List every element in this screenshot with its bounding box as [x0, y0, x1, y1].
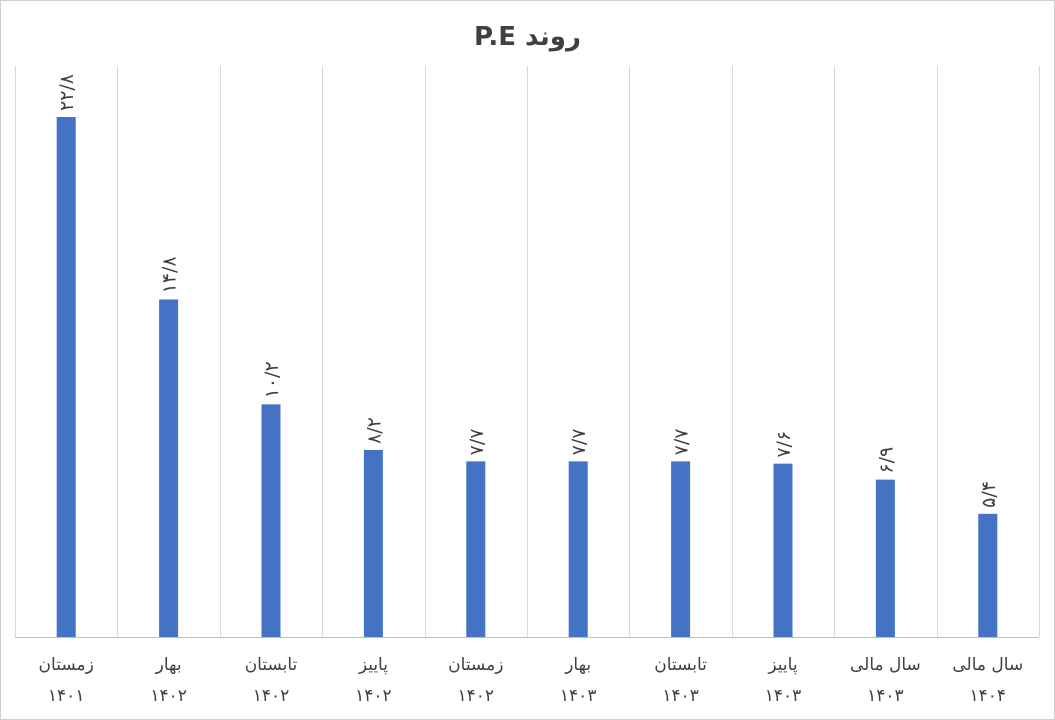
x-tick-label: تابستان: [654, 655, 707, 675]
bar: [773, 463, 793, 637]
bar: [261, 404, 281, 637]
bar: [466, 461, 486, 637]
bar: [875, 479, 895, 637]
x-tick-label-year: ۱۴۰۲: [150, 686, 187, 706]
bar: [363, 449, 383, 637]
data-label: ۱۰/۲: [261, 361, 283, 398]
x-tick-label-year: ۱۴۰۲: [253, 686, 290, 706]
data-label: ۸/۲: [363, 417, 385, 444]
data-label: ۲۲/۸: [56, 74, 78, 111]
x-tick-label: پاییز: [767, 655, 797, 675]
x-tick-label-year: ۱۴۰۲: [458, 686, 495, 706]
x-tick-label-year: ۱۴۰۳: [560, 686, 597, 706]
bar: [671, 461, 691, 637]
chart-title: روند P.E: [474, 22, 581, 52]
bar: [978, 513, 998, 637]
data-label: ۷/۷: [466, 429, 488, 456]
x-tick-label-year: ۱۴۰۳: [867, 686, 904, 706]
data-label: ۶/۹: [875, 447, 897, 474]
x-tick-label: سال مالی: [850, 655, 921, 675]
x-tick-label: زمستان: [39, 655, 94, 675]
x-tick-label: زمستان: [448, 655, 503, 675]
x-tick-label-year: ۱۴۰۱: [48, 686, 85, 706]
bar: [159, 299, 179, 637]
x-tick-label: پاییز: [358, 655, 388, 675]
bar: [56, 117, 76, 637]
x-tick-label: تابستان: [245, 655, 298, 675]
x-tick-label: بهار: [155, 655, 182, 675]
data-label: ۷/۶: [773, 431, 795, 458]
x-tick-label-year: ۱۴۰۲: [355, 686, 392, 706]
x-tick-label-year: ۱۴۰۳: [765, 686, 802, 706]
data-label: ۷/۷: [568, 429, 590, 456]
x-tick-label-year: ۱۴۰۳: [662, 686, 699, 706]
data-label: ۱۴/۸: [159, 256, 181, 293]
data-label: ۷/۷: [671, 429, 693, 456]
x-tick-label-year: ۱۴۰۴: [970, 686, 1007, 706]
data-label: ۵/۴: [978, 481, 1000, 508]
bar: [568, 461, 588, 637]
x-tick-label: بهار: [564, 655, 591, 675]
x-tick-label: سال مالی: [952, 655, 1023, 675]
